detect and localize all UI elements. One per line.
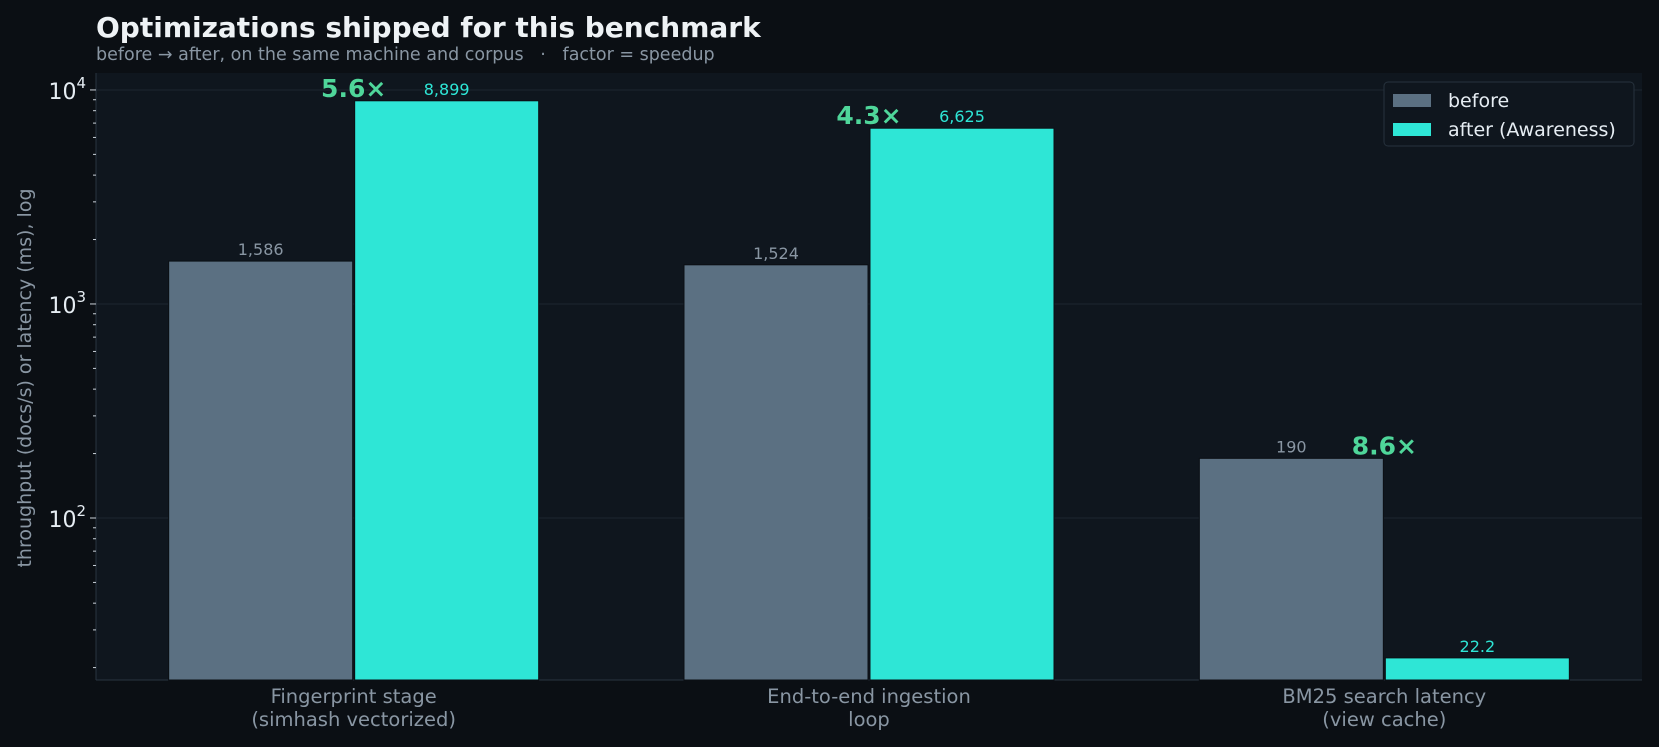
x-tick-label: loop: [848, 708, 890, 731]
bar-before: [168, 260, 354, 681]
bar-after: [354, 100, 540, 681]
x-tick-label: Fingerprint stage: [271, 685, 437, 708]
bar-before: [683, 264, 869, 681]
y-tick-label: 102: [48, 502, 86, 533]
legend: [1383, 81, 1635, 147]
bar-value-label: 1,586: [238, 240, 284, 259]
legend-swatch-after: [1393, 123, 1431, 136]
speedup-factor-label: 5.6×: [321, 74, 386, 103]
bar-value-label: 6,625: [939, 107, 985, 126]
legend-swatch-before: [1393, 94, 1431, 107]
y-axis-label: throughput (docs/s) or latency (ms), log: [14, 188, 36, 567]
bar-value-label: 190: [1276, 437, 1307, 456]
chart-subtitle: before → after, on the same machine and …: [96, 45, 715, 65]
speedup-factor-label: 4.3×: [836, 101, 901, 130]
bar-before: [1198, 457, 1384, 681]
x-tick-label: (view cache): [1322, 708, 1446, 731]
chart-title: Optimizations shipped for this benchmark: [96, 11, 761, 44]
legend-label: after (Awareness): [1448, 119, 1616, 141]
y-tick-label: 104: [48, 74, 86, 105]
bar-value-label: 8,899: [424, 80, 470, 99]
speedup-factor-label: 8.6×: [1352, 431, 1417, 460]
bar-after: [1384, 657, 1570, 681]
bar-value-label: 22.2: [1460, 637, 1496, 656]
bar-after: [869, 127, 1055, 681]
bar-value-label: 1,524: [753, 244, 799, 263]
legend-label: before: [1448, 90, 1509, 112]
x-tick-label: End-to-end ingestion: [767, 685, 971, 708]
x-tick-label: (simhash vectorized): [251, 708, 456, 731]
plot-area: [96, 73, 1642, 680]
x-tick-label: BM25 search latency: [1282, 685, 1486, 708]
y-tick-label: 103: [48, 288, 86, 319]
